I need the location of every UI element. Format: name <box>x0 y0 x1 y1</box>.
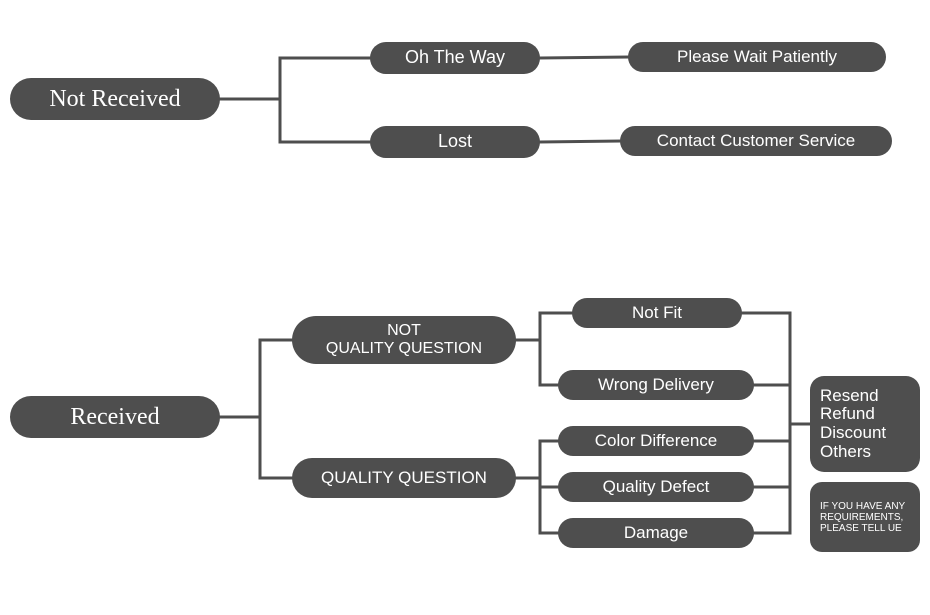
node-lost: Lost <box>370 126 540 158</box>
node-quality: QUALITY QUESTION <box>292 458 516 498</box>
node-damage: Damage <box>558 518 754 548</box>
node-on-the-way: Oh The Way <box>370 42 540 74</box>
node-not-received: Not Received <box>10 78 220 120</box>
node-resolution: Resend Refund Discount Others <box>810 376 920 472</box>
node-note: IF YOU HAVE ANY REQUIREMENTS, PLEASE TEL… <box>810 482 920 552</box>
node-color-diff: Color Difference <box>558 426 754 456</box>
node-not-fit: Not Fit <box>572 298 742 328</box>
node-received: Received <box>10 396 220 438</box>
node-defect: Quality Defect <box>558 472 754 502</box>
node-not-quality: NOT QUALITY QUESTION <box>292 316 516 364</box>
node-contact: Contact Customer Service <box>620 126 892 156</box>
node-wait: Please Wait Patiently <box>628 42 886 72</box>
node-wrong-deliv: Wrong Delivery <box>558 370 754 400</box>
